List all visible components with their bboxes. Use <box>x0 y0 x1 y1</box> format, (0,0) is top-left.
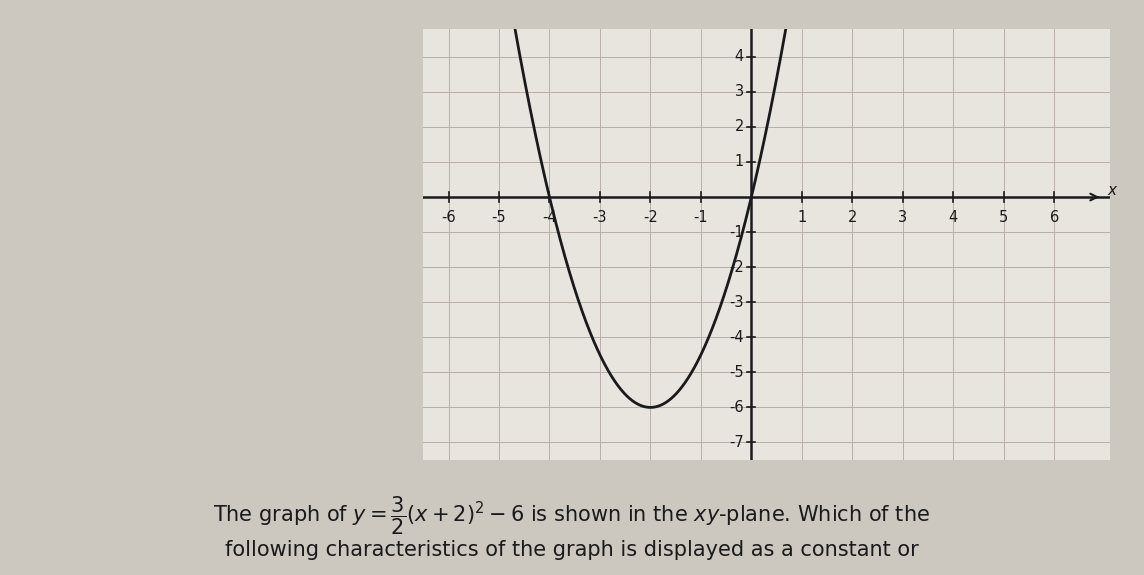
Text: 3: 3 <box>898 210 907 225</box>
Text: 6: 6 <box>1049 210 1059 225</box>
Text: -7: -7 <box>729 435 744 450</box>
Text: 1: 1 <box>734 155 744 170</box>
Text: -1: -1 <box>693 210 708 225</box>
Text: The graph of $y = \dfrac{3}{2}(x+2)^2-6$ is shown in the $xy$-plane. Which of th: The graph of $y = \dfrac{3}{2}(x+2)^2-6$… <box>214 494 930 537</box>
Text: 2: 2 <box>734 120 744 135</box>
Text: 3: 3 <box>734 85 744 99</box>
Text: x: x <box>1107 183 1117 198</box>
Text: 1: 1 <box>797 210 807 225</box>
Text: following characteristics of the graph is displayed as a constant or: following characteristics of the graph i… <box>225 540 919 561</box>
Text: 4: 4 <box>734 49 744 64</box>
Text: -5: -5 <box>492 210 507 225</box>
Text: 5: 5 <box>999 210 1008 225</box>
Text: 2: 2 <box>848 210 857 225</box>
Text: -4: -4 <box>542 210 557 225</box>
Text: -1: -1 <box>729 225 744 240</box>
Text: 4: 4 <box>948 210 958 225</box>
Text: -6: -6 <box>729 400 744 415</box>
Text: -4: -4 <box>729 330 744 345</box>
Text: -6: -6 <box>442 210 455 225</box>
Text: -2: -2 <box>729 260 744 275</box>
Text: -2: -2 <box>643 210 658 225</box>
Text: -3: -3 <box>729 295 744 310</box>
Text: -5: -5 <box>729 365 744 380</box>
Text: -3: -3 <box>593 210 607 225</box>
